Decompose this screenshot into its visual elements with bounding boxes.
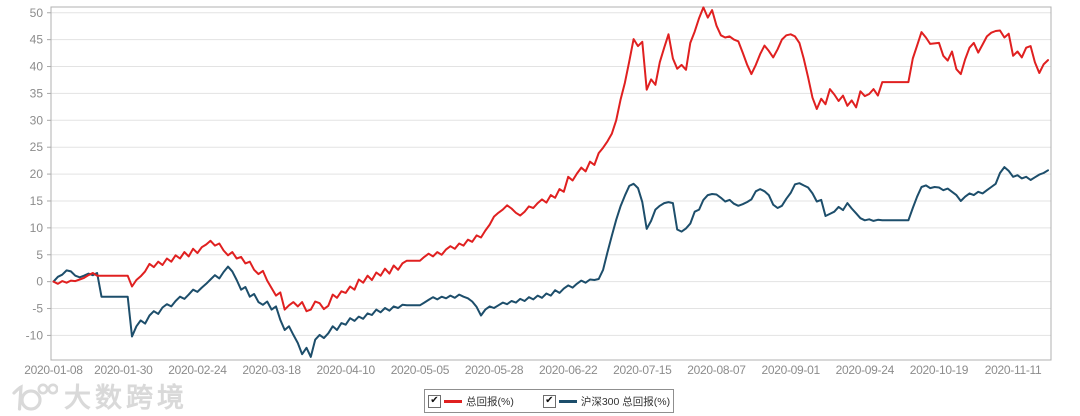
legend-line-swatch-total-return-icon: [444, 399, 462, 403]
y-axis-label: 0: [36, 275, 43, 289]
x-axis-label: 2020-05-28: [465, 363, 524, 377]
x-axis-label: 2020-11-11: [985, 363, 1042, 377]
chart-legend: ✔ 总回报(%) ✔ 沪深300 总回报(%): [424, 389, 675, 413]
y-axis-label: 45: [30, 33, 44, 47]
series-line-total-return[interactable]: [52, 6, 1049, 313]
legend-label-csi300: 沪深300 总回报(%): [580, 395, 671, 408]
y-axis-label: 25: [30, 140, 44, 154]
legend-label-total-return: 总回报(%): [466, 395, 514, 408]
series-line-csi300[interactable]: [52, 166, 1049, 358]
y-axis-label: 15: [30, 194, 44, 208]
x-axis-label: 2020-10-19: [910, 363, 969, 377]
legend-checkbox-csi300-icon[interactable]: ✔: [542, 394, 556, 408]
y-axis-label: -5: [32, 302, 43, 316]
x-axis-label: 2020-09-01: [761, 363, 820, 377]
y-axis-label: -10: [26, 328, 44, 342]
y-axis-label: 35: [30, 86, 44, 100]
x-axis-label: 2020-07-15: [613, 363, 672, 377]
legend-item-total-return[interactable]: ✔ 总回报(%): [428, 394, 514, 409]
x-axis-label: 2020-05-05: [391, 363, 450, 377]
y-axis-label: 5: [36, 248, 43, 262]
y-axis-label: 40: [30, 60, 44, 74]
y-axis-label: 10: [30, 221, 44, 235]
legend-line-swatch-csi300-icon: [558, 399, 577, 403]
y-axis-label: 20: [30, 167, 44, 181]
plot-area-border: [50, 6, 1052, 361]
x-axis-label: 2020-01-30: [94, 363, 153, 377]
x-axis-label: 2020-09-24: [836, 363, 895, 377]
x-axis-label: 2020-08-07: [687, 363, 746, 377]
y-axis-label: 30: [30, 113, 44, 127]
x-axis-label: 2020-03-18: [242, 363, 301, 377]
x-axis-label: 2020-06-22: [539, 363, 598, 377]
y-axis-label: 50: [30, 6, 44, 20]
legend-item-csi300[interactable]: ✔ 沪深300 总回报(%): [542, 394, 671, 409]
x-axis-label: 2020-01-08: [24, 363, 83, 377]
x-axis-label: 2020-04-10: [317, 363, 376, 377]
x-axis-label: 2020-02-24: [168, 363, 227, 377]
legend-checkbox-total-return-icon[interactable]: ✔: [428, 394, 441, 408]
